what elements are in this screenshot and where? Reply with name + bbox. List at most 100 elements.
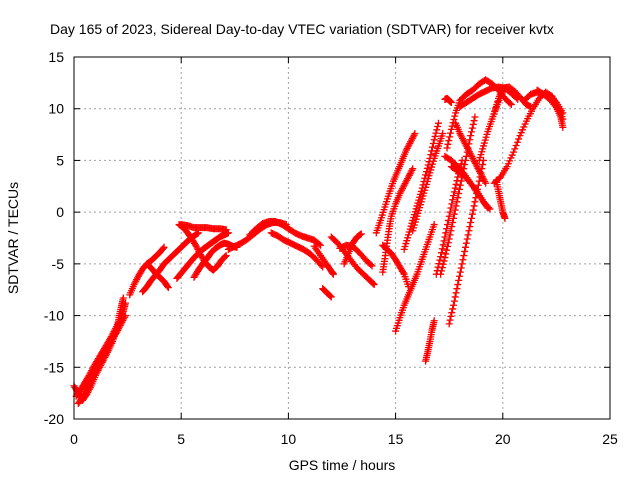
data-point bbox=[159, 244, 167, 252]
data-point bbox=[444, 239, 452, 247]
data-point bbox=[409, 165, 417, 173]
data-point bbox=[451, 184, 459, 192]
data-point bbox=[461, 156, 469, 164]
data-point bbox=[456, 181, 464, 189]
data-point bbox=[447, 125, 455, 133]
data-point bbox=[452, 202, 460, 210]
data-point bbox=[428, 143, 436, 151]
data-point bbox=[448, 223, 456, 231]
data-point bbox=[464, 231, 472, 239]
series-arc-22 bbox=[392, 221, 438, 335]
data-point bbox=[445, 212, 453, 220]
data-point bbox=[461, 243, 469, 251]
data-point bbox=[451, 293, 459, 301]
data-point bbox=[121, 313, 129, 321]
data-point bbox=[469, 120, 477, 128]
data-point bbox=[430, 317, 438, 325]
series-arc-29 bbox=[445, 156, 488, 328]
chart-title: Day 165 of 2023, Sidereal Day-to-day VTE… bbox=[50, 21, 554, 37]
data-point bbox=[443, 144, 451, 152]
data-point bbox=[121, 299, 129, 307]
series-arc-40 bbox=[533, 86, 567, 131]
data-point bbox=[442, 250, 450, 258]
data-point bbox=[222, 226, 230, 234]
x-tick-label: 10 bbox=[281, 431, 297, 447]
data-points bbox=[70, 76, 567, 407]
data-point bbox=[491, 107, 499, 115]
data-point bbox=[438, 264, 446, 272]
data-point bbox=[317, 241, 325, 249]
data-point bbox=[506, 99, 514, 107]
series-arc-25 bbox=[422, 317, 438, 365]
x-tick-label: 20 bbox=[495, 431, 511, 447]
data-point bbox=[446, 316, 454, 324]
data-point bbox=[448, 200, 456, 208]
series-arc-19 bbox=[372, 130, 419, 237]
data-point bbox=[368, 262, 376, 270]
series-arc-23 bbox=[400, 119, 442, 253]
data-point bbox=[439, 130, 447, 138]
data-point bbox=[513, 138, 521, 146]
data-point bbox=[431, 132, 439, 140]
data-point bbox=[510, 148, 518, 156]
data-point bbox=[443, 221, 451, 229]
data-point bbox=[447, 204, 455, 212]
series-arc-9 bbox=[177, 221, 230, 234]
data-point bbox=[367, 261, 375, 269]
data-point bbox=[492, 104, 500, 112]
data-point bbox=[441, 254, 449, 262]
data-point bbox=[466, 136, 474, 144]
y-tick-label: 5 bbox=[56, 152, 64, 168]
y-tick-label: -5 bbox=[52, 256, 65, 272]
data-point bbox=[445, 320, 453, 328]
data-point bbox=[484, 204, 492, 212]
data-point bbox=[471, 113, 479, 121]
data-point bbox=[455, 276, 463, 284]
data-point bbox=[369, 280, 377, 288]
data-point bbox=[432, 129, 440, 137]
data-point bbox=[551, 102, 559, 110]
series-arc-12 bbox=[246, 217, 325, 249]
data-point bbox=[457, 264, 465, 272]
data-point bbox=[448, 309, 456, 317]
data-point bbox=[470, 117, 478, 125]
data-point bbox=[221, 252, 229, 260]
data-point bbox=[437, 249, 445, 257]
data-point bbox=[422, 171, 430, 179]
data-point bbox=[429, 139, 437, 147]
data-point bbox=[399, 269, 407, 277]
data-point bbox=[467, 128, 475, 136]
data-point bbox=[456, 268, 464, 276]
data-point bbox=[462, 239, 470, 247]
series-arc-6 bbox=[143, 260, 172, 292]
data-point bbox=[446, 208, 454, 216]
data-point bbox=[479, 161, 487, 169]
data-point bbox=[121, 312, 129, 320]
data-point bbox=[327, 293, 335, 301]
data-point bbox=[411, 130, 419, 138]
data-point bbox=[437, 267, 445, 275]
data-point bbox=[430, 221, 438, 229]
data-point bbox=[423, 164, 431, 172]
data-point bbox=[445, 235, 453, 243]
series-arc-28 bbox=[441, 94, 455, 107]
data-point bbox=[319, 263, 327, 271]
data-point bbox=[481, 178, 489, 186]
series-arc-20 bbox=[379, 165, 417, 276]
data-point bbox=[482, 179, 490, 187]
data-point bbox=[453, 285, 461, 293]
data-point bbox=[440, 257, 448, 265]
data-point bbox=[446, 133, 454, 141]
data-point bbox=[461, 161, 469, 169]
data-point bbox=[511, 145, 519, 153]
data-point bbox=[483, 203, 491, 211]
data-point bbox=[465, 227, 473, 235]
data-point bbox=[467, 218, 475, 226]
x-tick-label: 0 bbox=[70, 431, 78, 447]
data-point bbox=[357, 230, 365, 238]
data-point bbox=[474, 181, 482, 189]
data-point bbox=[559, 123, 567, 131]
data-point bbox=[455, 190, 463, 198]
data-point bbox=[449, 301, 457, 309]
